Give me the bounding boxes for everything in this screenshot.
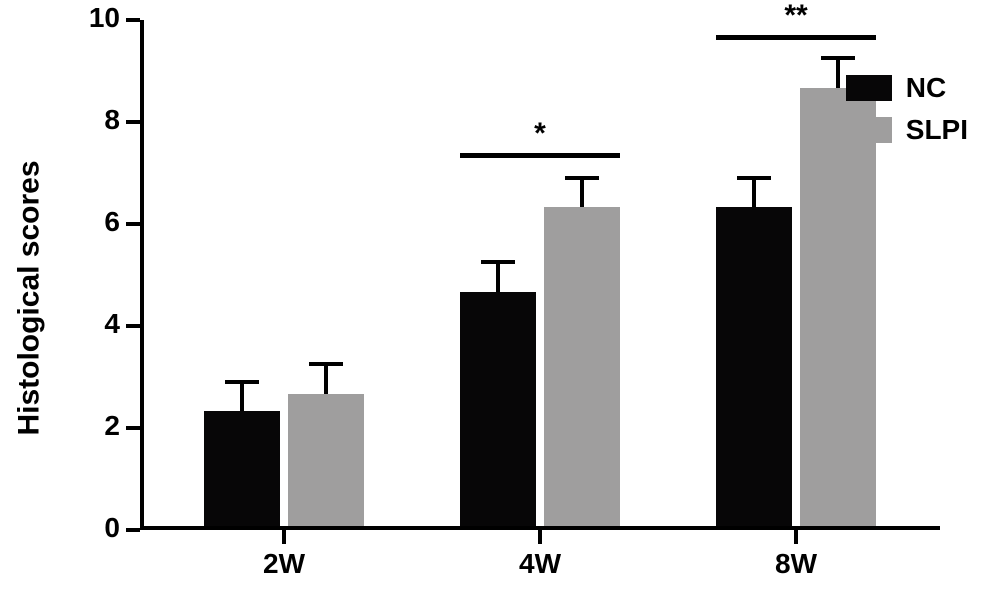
y-tick-label: 2: [70, 410, 120, 442]
error-bar: [752, 178, 756, 208]
significance-label: *: [534, 117, 546, 151]
legend: NC SLPI: [846, 72, 968, 156]
y-tick-label: 0: [70, 512, 120, 544]
y-tick-label: 8: [70, 104, 120, 136]
x-tick-label: 8W: [775, 548, 817, 580]
legend-swatch: [846, 117, 892, 143]
error-cap: [481, 260, 515, 264]
significance-label: **: [784, 0, 807, 33]
error-bar: [496, 262, 500, 292]
x-tick: [794, 530, 798, 544]
bar-fill: [288, 394, 364, 526]
error-bar: [324, 364, 328, 394]
y-tick: [126, 426, 140, 430]
bar-nc-2w: [204, 20, 280, 526]
bar-fill: [544, 207, 620, 526]
legend-item-slpi: SLPI: [846, 114, 968, 146]
bar-nc-4w: [460, 20, 536, 526]
y-axis-title: Histological scores: [0, 0, 60, 595]
x-tick-label: 4W: [519, 548, 561, 580]
x-tick-label: 2W: [263, 548, 305, 580]
error-bar: [580, 178, 584, 208]
legend-label: SLPI: [906, 114, 968, 146]
error-cap: [821, 56, 855, 60]
y-tick: [126, 324, 140, 328]
x-tick: [538, 530, 542, 544]
y-tick-label: 6: [70, 206, 120, 238]
bar-fill: [204, 411, 280, 526]
y-tick: [126, 222, 140, 226]
y-tick: [126, 120, 140, 124]
bar-fill: [460, 292, 536, 526]
error-cap: [309, 362, 343, 366]
y-tick-label: 4: [70, 308, 120, 340]
bar-slpi-2w: [288, 20, 364, 526]
bar-slpi-4w: [544, 20, 620, 526]
y-tick: [126, 18, 140, 22]
y-tick: [126, 528, 140, 532]
plot-area: [140, 20, 940, 530]
error-cap: [737, 176, 771, 180]
error-bar: [240, 382, 244, 412]
error-cap: [225, 380, 259, 384]
error-cap: [565, 176, 599, 180]
legend-item-nc: NC: [846, 72, 968, 104]
y-axis-title-text: Histological scores: [13, 160, 47, 435]
x-tick: [282, 530, 286, 544]
bar-nc-8w: [716, 20, 792, 526]
legend-swatch: [846, 75, 892, 101]
error-bar: [836, 58, 840, 88]
legend-label: NC: [906, 72, 946, 104]
significance-bar: [460, 153, 620, 158]
y-axis-line: [140, 20, 144, 530]
bar-fill: [716, 207, 792, 526]
y-tick-label: 10: [70, 2, 120, 34]
significance-bar: [716, 35, 876, 40]
histological-scores-chart: Histological scores 0 2 4 6 8 10 2W 4W 8W NC SLP…: [0, 0, 1008, 595]
